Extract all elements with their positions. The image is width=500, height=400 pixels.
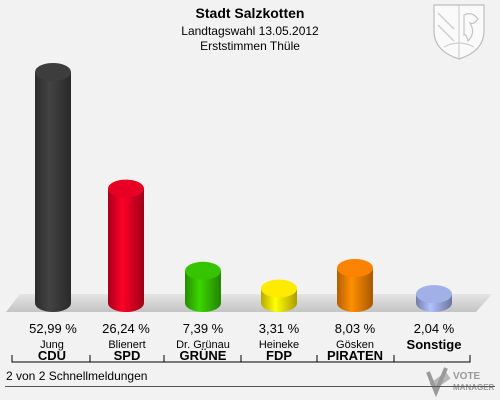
candidate-labels: Jung Blienert Dr. Grünau Heineke Gösken	[40, 339, 374, 351]
candidate-label-cdu: Jung	[40, 339, 64, 351]
bar-body-piraten	[337, 267, 373, 312]
bar-cap-sonstige	[416, 285, 452, 304]
bars-group	[35, 63, 452, 312]
value-label-sonstige: 2,04 %	[414, 321, 455, 336]
bar-body-cdu	[35, 72, 71, 312]
status-text: 2 von 2 Schnellmeldungen	[6, 369, 148, 383]
bar-cap-cdu	[35, 63, 71, 81]
value-label-fdp: 3,31 %	[259, 321, 300, 336]
vote-manager-logo: VOTE MANAGER	[426, 367, 495, 398]
chart-title: Stadt Salzkotten	[196, 5, 305, 21]
brand-line-2: MANAGER	[453, 383, 495, 392]
bar-cap-piraten	[337, 258, 373, 277]
candidate-label-spd: Blienert	[108, 339, 145, 351]
bar-body-gruene	[185, 270, 221, 312]
party-label-fdp: FDP	[266, 348, 292, 363]
candidate-label-gruene: Dr. Grünau	[176, 339, 230, 351]
bar-cdu	[35, 63, 71, 312]
party-label-spd: SPD	[114, 348, 141, 363]
coat-of-arms-icon	[433, 4, 485, 60]
bar-spd	[108, 179, 144, 312]
value-labels: 52,99 % 26,24 % 7,39 % 3,31 % 8,03 % 2,0…	[29, 321, 455, 336]
footer-divider	[5, 386, 495, 387]
party-label-cdu: CDU	[38, 348, 66, 363]
chart-subtitle-2: Erststimmen Thüle	[200, 39, 300, 53]
party-label-piraten: PIRATEN	[327, 348, 383, 363]
bar-cap-spd	[108, 179, 144, 198]
bar-sonstige	[416, 285, 452, 312]
value-label-piraten: 8,03 %	[335, 321, 376, 336]
bar-piraten	[337, 258, 373, 312]
party-label-gruene: GRÜNE	[180, 348, 227, 363]
bar-fdp	[261, 279, 297, 312]
bar-cap-gruene	[185, 261, 221, 280]
value-label-cdu: 52,99 %	[29, 321, 77, 336]
party-labels: CDU SPD GRÜNE FDP PIRATEN Sonstige	[38, 337, 462, 363]
brand-line-1: VOTE	[453, 371, 481, 382]
chart-subtitle: Landtagswahl 13.05.2012	[181, 24, 319, 38]
party-label-sonstige: Sonstige	[407, 337, 462, 352]
bar-body-spd	[108, 188, 144, 312]
candidate-label-piraten: Gösken	[336, 339, 374, 351]
value-label-gruene: 7,39 %	[183, 321, 224, 336]
bar-cap-fdp	[261, 279, 297, 298]
label-brackets	[11, 355, 471, 363]
value-label-spd: 26,24 %	[102, 321, 150, 336]
candidate-label-fdp: Heineke	[259, 339, 299, 351]
bar-gruene	[185, 261, 221, 312]
